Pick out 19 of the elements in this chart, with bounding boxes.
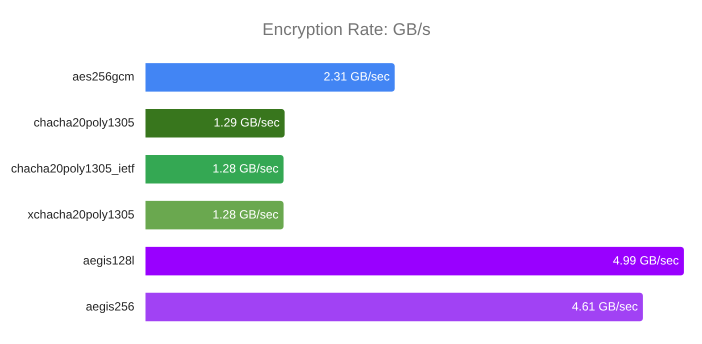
y-tick-label: chacha20poly1305 <box>34 116 135 130</box>
bar <box>145 63 395 92</box>
data-label: 4.99 GB/sec <box>612 253 679 268</box>
y-tick-label: aegis256 <box>86 299 135 314</box>
bar <box>145 246 684 276</box>
bar <box>145 154 284 184</box>
data-label: 1.28 GB/sec <box>212 207 279 222</box>
bar <box>145 292 643 322</box>
y-tick-label: xchacha20poly1305 <box>28 207 135 222</box>
data-label: 1.29 GB/sec <box>214 116 280 130</box>
chart-title: Encryption Rate: GB/s <box>262 20 431 39</box>
y-tick-label: aegis128l <box>83 253 134 268</box>
data-label: 2.31 GB/sec <box>324 70 390 84</box>
data-label: 4.61 GB/sec <box>572 299 638 314</box>
y-tick-label: chacha20poly1305_ietf <box>10 162 136 176</box>
y-tick-label: aes256gcm <box>72 70 134 84</box>
bar <box>145 109 285 138</box>
data-label: 1.28 GB/sec <box>212 162 279 176</box>
bar <box>145 200 284 230</box>
